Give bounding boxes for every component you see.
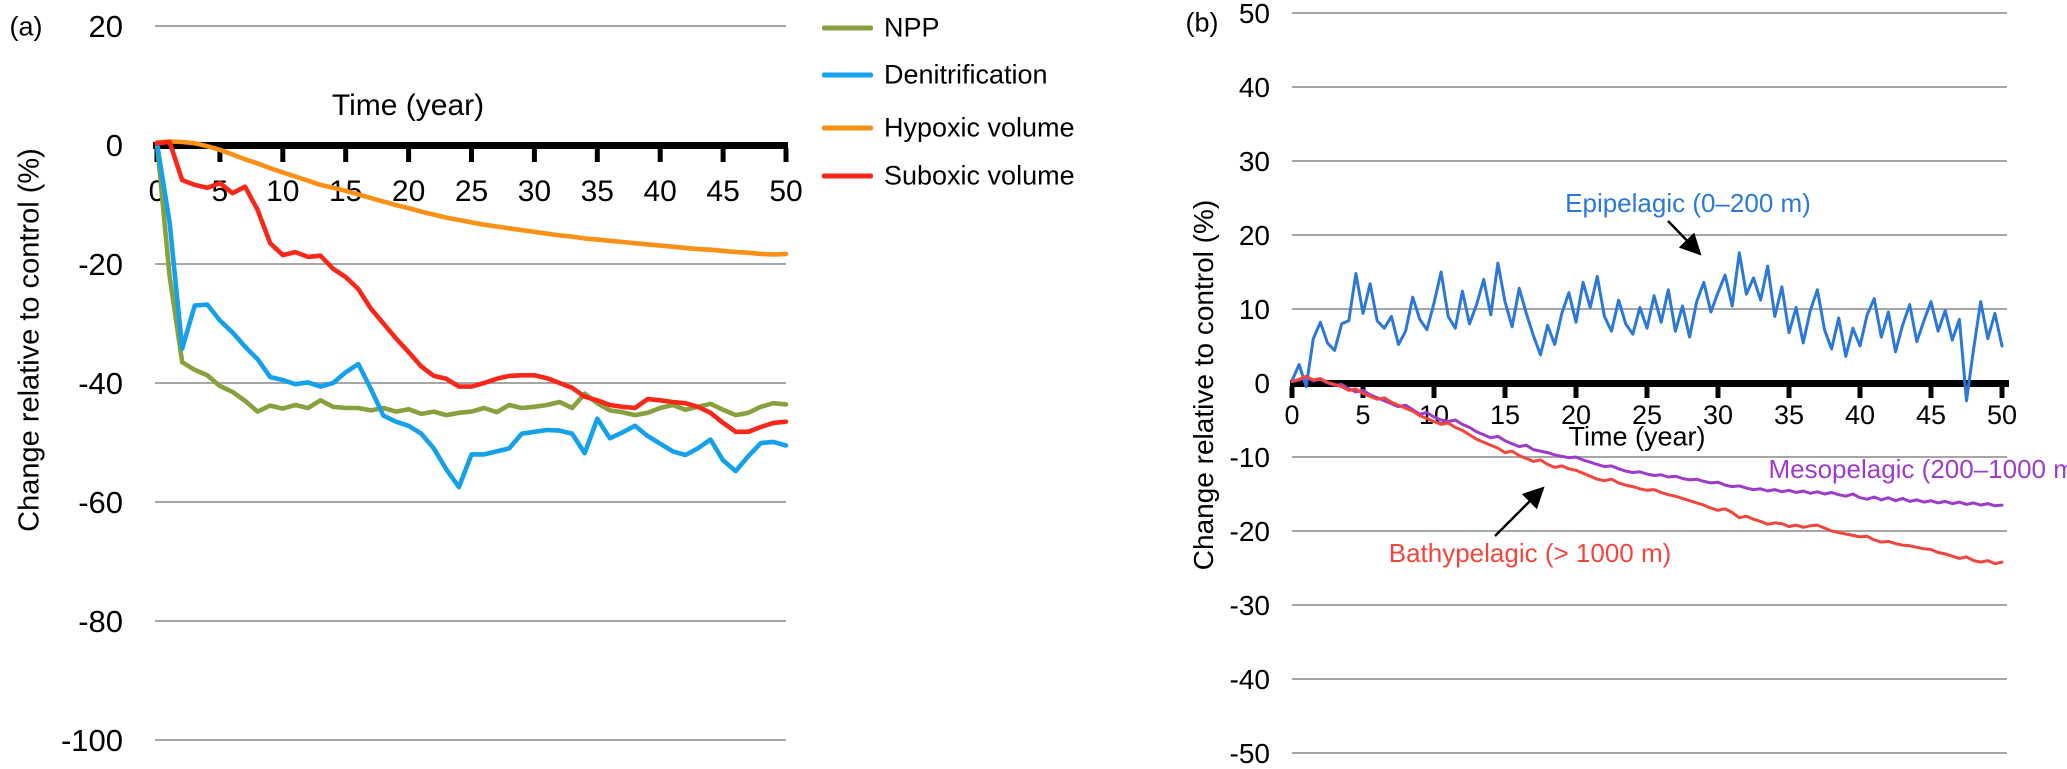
legend-item: Suboxic volume xyxy=(822,160,1075,191)
x-axis-tick xyxy=(469,148,474,162)
y-tick-label: 0 xyxy=(1254,368,1270,399)
legend-label: Hypoxic volume xyxy=(884,112,1075,143)
x-tick-label: 10 xyxy=(1419,400,1449,430)
series-mesopelagic-200-1000-m- xyxy=(1290,375,2004,508)
legend-item: NPP xyxy=(822,12,940,43)
x-tick-label: 40 xyxy=(1845,400,1875,430)
x-tick-label: 50 xyxy=(769,175,802,208)
series-hypoxic-volume xyxy=(154,139,789,257)
legend-swatch-npp xyxy=(822,25,873,31)
x-axis-tick xyxy=(783,148,789,162)
x-tick-label: 35 xyxy=(1774,400,1804,430)
series-bathypelagic-1000-m- xyxy=(1290,374,2004,566)
x-axis-tick xyxy=(1715,386,1721,398)
panel-b-label: (b) xyxy=(1185,7,1219,38)
legend-swatch-suboxic xyxy=(822,173,873,179)
y-tick-label: -30 xyxy=(1230,590,1270,621)
legend-swatch-denitrification xyxy=(822,72,873,78)
legend-swatch-hypoxic xyxy=(822,125,873,131)
x-tick-label: 35 xyxy=(581,175,614,208)
x-axis-tick xyxy=(1786,386,1792,398)
x-axis-tick xyxy=(1502,386,1508,398)
x-tick-label: 40 xyxy=(644,175,677,208)
y-tick-label: -20 xyxy=(78,247,123,282)
x-tick-label: 30 xyxy=(1703,400,1733,430)
annotation-mesopelagic: Mesopelagic (200–1000 m) xyxy=(1768,454,2067,484)
x-axis-tick xyxy=(1431,386,1437,398)
x-axis-tick xyxy=(343,148,349,162)
y-tick-label: -60 xyxy=(78,485,123,520)
x-axis-tick xyxy=(1857,386,1863,398)
panel-b-xlabel: Time (year) xyxy=(1568,421,1706,452)
x-tick-label: 10 xyxy=(266,175,299,208)
panel-a-xlabel: Time (year) xyxy=(331,89,485,122)
x-axis xyxy=(153,142,788,149)
panel-a-label: (a) xyxy=(9,11,43,42)
series-suboxic-volume xyxy=(154,139,789,435)
x-tick-label: 25 xyxy=(455,175,488,208)
annotation-epipelagic: Epipelagic (0–200 m) xyxy=(1565,188,1811,218)
legend-label: NPP xyxy=(884,12,940,43)
x-tick-label: 5 xyxy=(212,175,229,208)
series-denitrification xyxy=(154,141,789,490)
y-tick-label: -80 xyxy=(78,604,123,639)
arrow-epipelagic xyxy=(1667,220,1702,256)
x-axis-tick xyxy=(657,148,663,162)
x-axis-tick xyxy=(217,148,223,162)
x-axis-tick xyxy=(594,148,600,162)
x-tick-label: 20 xyxy=(392,175,425,208)
x-tick-label: 5 xyxy=(1355,400,1370,430)
arrow-bathypelagic xyxy=(1494,486,1545,537)
y-tick-label: -10 xyxy=(1230,442,1270,473)
x-tick-label: 0 xyxy=(1284,400,1299,430)
series-epipelagic-0-200-m- xyxy=(1290,251,2004,403)
y-tick-label: 50 xyxy=(1239,0,1270,29)
legend-item: Denitrification xyxy=(822,59,1048,90)
x-tick-label: 15 xyxy=(1490,400,1520,430)
x-axis-tick xyxy=(1999,386,2005,398)
x-axis-tick xyxy=(1289,386,1295,398)
series-npp xyxy=(154,140,789,418)
legend-item: Hypoxic volume xyxy=(822,112,1075,143)
x-tick-label: 50 xyxy=(1987,400,2017,430)
y-tick-label: -40 xyxy=(1230,664,1270,695)
legend-label: Denitrification xyxy=(884,59,1048,90)
x-tick-label: 45 xyxy=(706,175,739,208)
y-tick-label: 40 xyxy=(1239,72,1270,103)
x-axis-tick xyxy=(1928,386,1934,398)
x-axis-tick xyxy=(720,148,726,162)
y-tick-label: 0 xyxy=(106,128,123,163)
y-tick-label: -100 xyxy=(61,723,123,758)
x-axis-tick xyxy=(406,148,412,162)
annotation-arrows xyxy=(1494,220,1702,537)
y-tick-label: -50 xyxy=(1230,738,1270,769)
x-axis-tick xyxy=(280,148,286,162)
y-tick-label: 10 xyxy=(1239,294,1270,325)
annotation-bathypelagic: Bathypelagic (> 1000 m) xyxy=(1388,538,1672,568)
y-tick-label: -20 xyxy=(1230,516,1270,547)
y-tick-label: -40 xyxy=(78,366,123,401)
panel-b-plot: 50 40 30 20 10 0 -10 -20 -30 -40 -50 0 5 10 15 20 25 30 35… xyxy=(1230,0,2017,769)
panel-a-plot: 200-20-40-60-80-1000 5 10 15 20 25 30 35 40 45 50 xyxy=(61,9,803,758)
panel-a-ylabel: Change relative to control (%) xyxy=(13,148,46,532)
x-tick-label: 25 xyxy=(1632,400,1662,430)
legend-label: Suboxic volume xyxy=(884,160,1075,191)
x-axis-tick xyxy=(1644,386,1650,398)
x-axis xyxy=(1290,380,2009,387)
x-tick-label: 20 xyxy=(1561,400,1591,430)
y-tick-label: 30 xyxy=(1239,146,1270,177)
x-tick-label: 30 xyxy=(518,175,551,208)
y-tick-label: 20 xyxy=(89,9,123,44)
panel-b-ylabel: Change relative to control (%) xyxy=(1188,199,1219,571)
x-axis-tick xyxy=(1573,386,1579,398)
x-tick-label: 45 xyxy=(1916,400,1946,430)
x-axis-tick xyxy=(531,148,537,162)
y-tick-label: 20 xyxy=(1239,220,1270,251)
